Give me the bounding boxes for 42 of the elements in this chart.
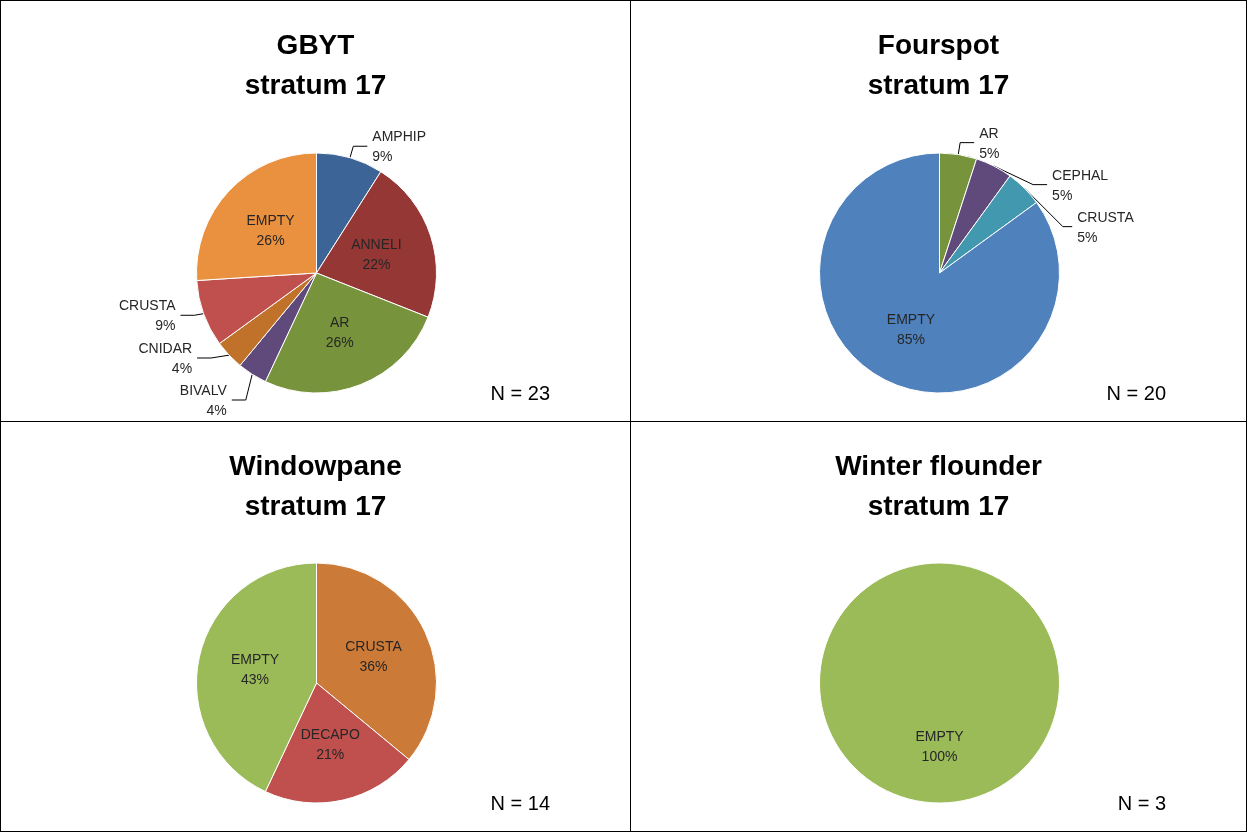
chart-subtitle: stratum 17 xyxy=(244,489,387,521)
slice-label: BIVALV xyxy=(179,382,228,398)
chart-subtitle: stratum 17 xyxy=(867,489,1010,521)
data-label: 22% xyxy=(362,255,391,272)
slice-label: CEPHAL xyxy=(1052,166,1109,183)
data-label: 43% xyxy=(241,671,270,688)
slice-label: EMPTY xyxy=(246,211,296,228)
slice-label: CNIDAR xyxy=(138,340,193,356)
text: N = 3 xyxy=(1117,792,1166,814)
chart-title: GBYT xyxy=(276,28,355,60)
slice-label: AR xyxy=(979,124,999,141)
data-label: 5% xyxy=(979,144,1000,161)
slice-label: CRUSTA xyxy=(345,638,403,655)
data-label: 9% xyxy=(372,148,393,165)
slice-label: CRUSTA xyxy=(118,297,177,314)
text: N = 23 xyxy=(490,382,550,404)
slice-label: EMPTY xyxy=(230,651,280,668)
slice-label: AMPHIP xyxy=(372,128,427,145)
text: N = 20 xyxy=(1106,382,1166,404)
chart-title: Winter flounder xyxy=(835,449,1042,481)
data-label: 9% xyxy=(155,317,176,334)
data-label: 21% xyxy=(316,746,345,763)
data-label: 5% xyxy=(1052,186,1073,203)
slice-label: CRUSTA xyxy=(1077,208,1135,225)
slice-label: ANNELI xyxy=(351,235,402,252)
data-label: 36% xyxy=(359,658,388,675)
chart-title: Fourspot xyxy=(877,28,1000,60)
slice-label: AR xyxy=(329,313,350,330)
data-label: 5% xyxy=(1077,228,1098,245)
chart-subtitle: stratum 17 xyxy=(867,68,1010,100)
data-label: 4% xyxy=(206,402,227,418)
slice-label: DECAPO xyxy=(300,726,360,743)
data-label: 26% xyxy=(325,333,354,350)
chart-title: Windowpane xyxy=(229,449,402,481)
data-label: 4% xyxy=(171,360,193,376)
data-label: 85% xyxy=(896,331,925,348)
chart-subtitle: stratum 17 xyxy=(244,68,387,100)
text: N = 14 xyxy=(490,792,550,814)
data-label: 26% xyxy=(256,231,285,248)
slice-label: EMPTY xyxy=(915,728,965,744)
data-label: 100% xyxy=(921,748,958,764)
slice-label: EMPTY xyxy=(886,311,936,328)
